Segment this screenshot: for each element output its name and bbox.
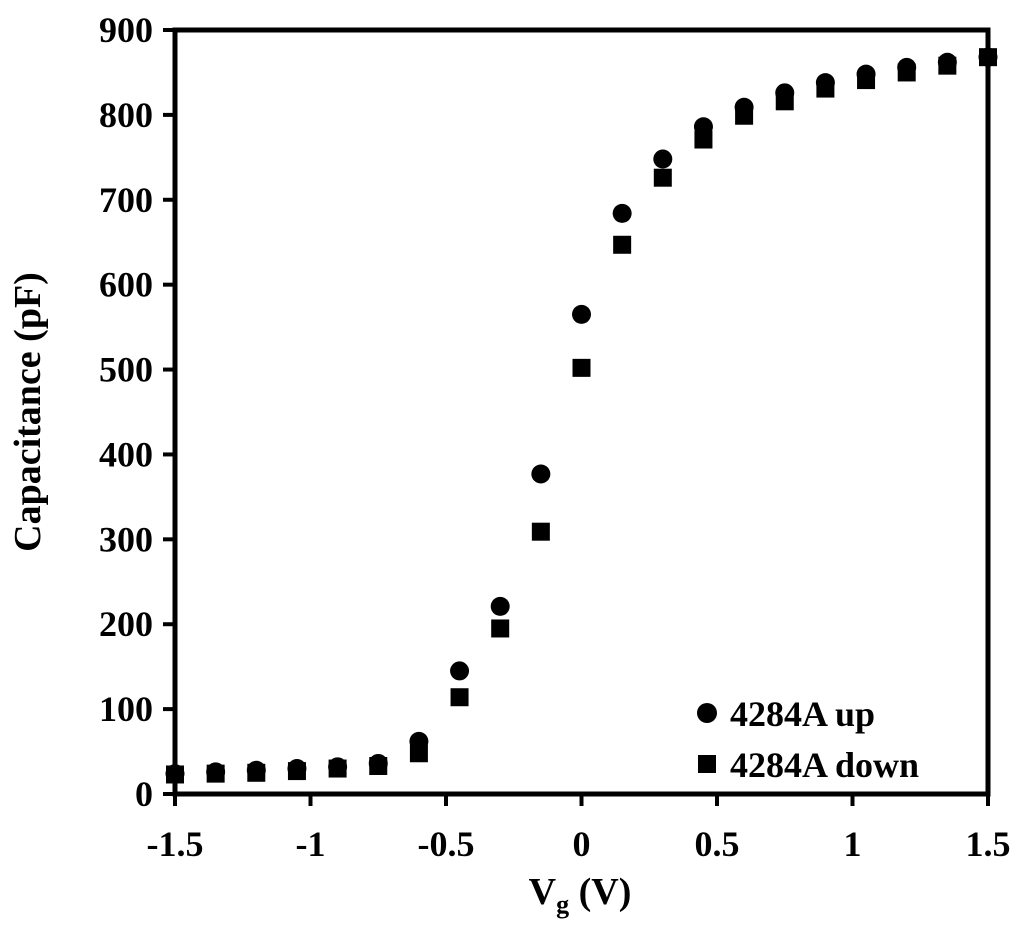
y-axis-ticks: 0 100 200 300 400 500 600 700 800 900 — [99, 10, 175, 814]
data-point-down — [857, 71, 876, 90]
legend: 4284A up 4284A down — [697, 694, 919, 785]
data-point-down — [572, 358, 591, 377]
x-tick-label: -1.5 — [147, 824, 204, 864]
data-point-down — [816, 79, 835, 98]
data-point-down — [206, 764, 225, 783]
data-point-down — [694, 130, 713, 149]
data-point-down — [938, 56, 957, 75]
data-point-down — [166, 765, 184, 784]
data-point-down — [775, 92, 794, 111]
x-axis-title: Vg (V) — [529, 871, 632, 919]
data-point-down — [409, 744, 428, 763]
legend-marker-down — [698, 755, 716, 773]
legend-label-up: 4284A up — [730, 694, 875, 734]
data-point-down — [531, 522, 550, 541]
y-tick-label: 900 — [99, 10, 153, 50]
data-point-down — [450, 688, 469, 707]
data-point-down — [247, 763, 266, 782]
legend-marker-up — [697, 703, 717, 723]
data-point-up — [450, 661, 470, 681]
data-point-down — [369, 756, 388, 775]
x-tick-label: 0.5 — [695, 824, 740, 864]
x-tick-label: 0 — [573, 824, 591, 864]
data-point-down — [897, 63, 916, 82]
y-tick-label: 500 — [99, 350, 153, 390]
y-axis-title: Capacitance (pF) — [7, 272, 49, 552]
data-point-down — [735, 106, 754, 125]
legend-label-down: 4284A down — [730, 745, 919, 785]
data-point-down — [979, 48, 997, 67]
x-tick-label: -0.5 — [418, 824, 475, 864]
data-point-up — [490, 596, 510, 616]
data-point-up — [653, 149, 673, 169]
y-tick-label: 200 — [99, 604, 153, 644]
y-tick-label: 0 — [135, 774, 153, 814]
y-tick-label: 100 — [99, 689, 153, 729]
data-series — [165, 47, 998, 784]
x-axis-ticks: -1.5 -1 -0.5 0 0.5 1 1.5 — [147, 794, 1011, 864]
data-point-down — [287, 762, 306, 781]
series-down — [166, 48, 997, 784]
data-point-down — [491, 619, 510, 638]
x-tick-label: 1 — [844, 824, 862, 864]
y-tick-label: 300 — [99, 519, 153, 559]
data-point-down — [328, 759, 347, 778]
data-point-up — [572, 304, 591, 324]
x-tick-label: -1 — [296, 824, 326, 864]
y-tick-label: 400 — [99, 434, 153, 474]
y-tick-label: 700 — [99, 180, 153, 220]
plot-area — [172, 27, 991, 797]
data-point-down — [653, 168, 672, 187]
data-point-up — [612, 203, 632, 223]
data-point-down — [613, 235, 632, 254]
data-point-up — [531, 464, 551, 484]
x-tick-label: 1.5 — [966, 824, 1011, 864]
y-tick-label: 800 — [99, 95, 153, 135]
y-tick-label: 600 — [99, 265, 153, 305]
